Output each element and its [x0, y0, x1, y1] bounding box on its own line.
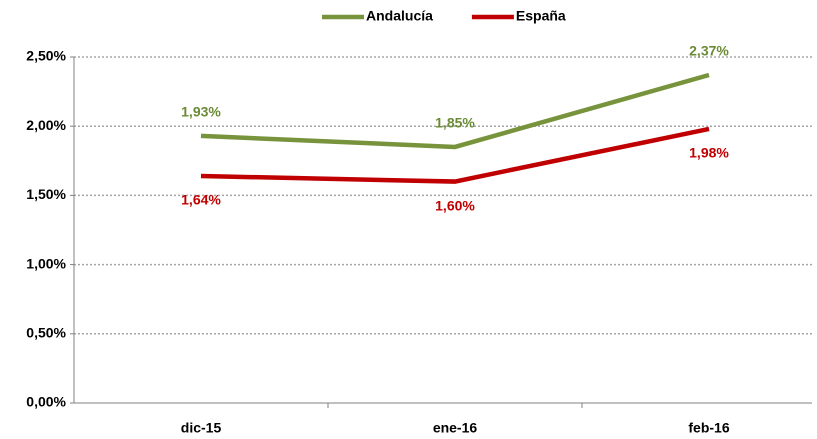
- y-tick-label: 2,00%: [26, 117, 66, 133]
- data-label: 1,93%: [181, 104, 221, 120]
- y-tick-label: 0,50%: [26, 325, 66, 341]
- data-label: 1,85%: [435, 115, 475, 131]
- legend-label: Andalucía: [366, 8, 433, 24]
- x-tick-label: dic-15: [181, 420, 222, 436]
- data-label: 1,64%: [181, 192, 221, 208]
- data-label: 2,37%: [689, 43, 729, 59]
- x-tick-label: ene-16: [433, 420, 478, 436]
- y-tick-label: 1,00%: [26, 255, 66, 271]
- y-tick-label: 0,00%: [26, 394, 66, 410]
- data-label: 1,98%: [689, 145, 729, 161]
- legend-label: España: [516, 8, 566, 24]
- y-tick-label: 2,50%: [26, 48, 66, 64]
- series-line: [200, 72, 710, 150]
- data-label: 1,60%: [435, 197, 475, 213]
- x-tick-label: feb-16: [688, 420, 729, 436]
- y-tick-label: 1,50%: [26, 186, 66, 202]
- series-line: [200, 126, 710, 184]
